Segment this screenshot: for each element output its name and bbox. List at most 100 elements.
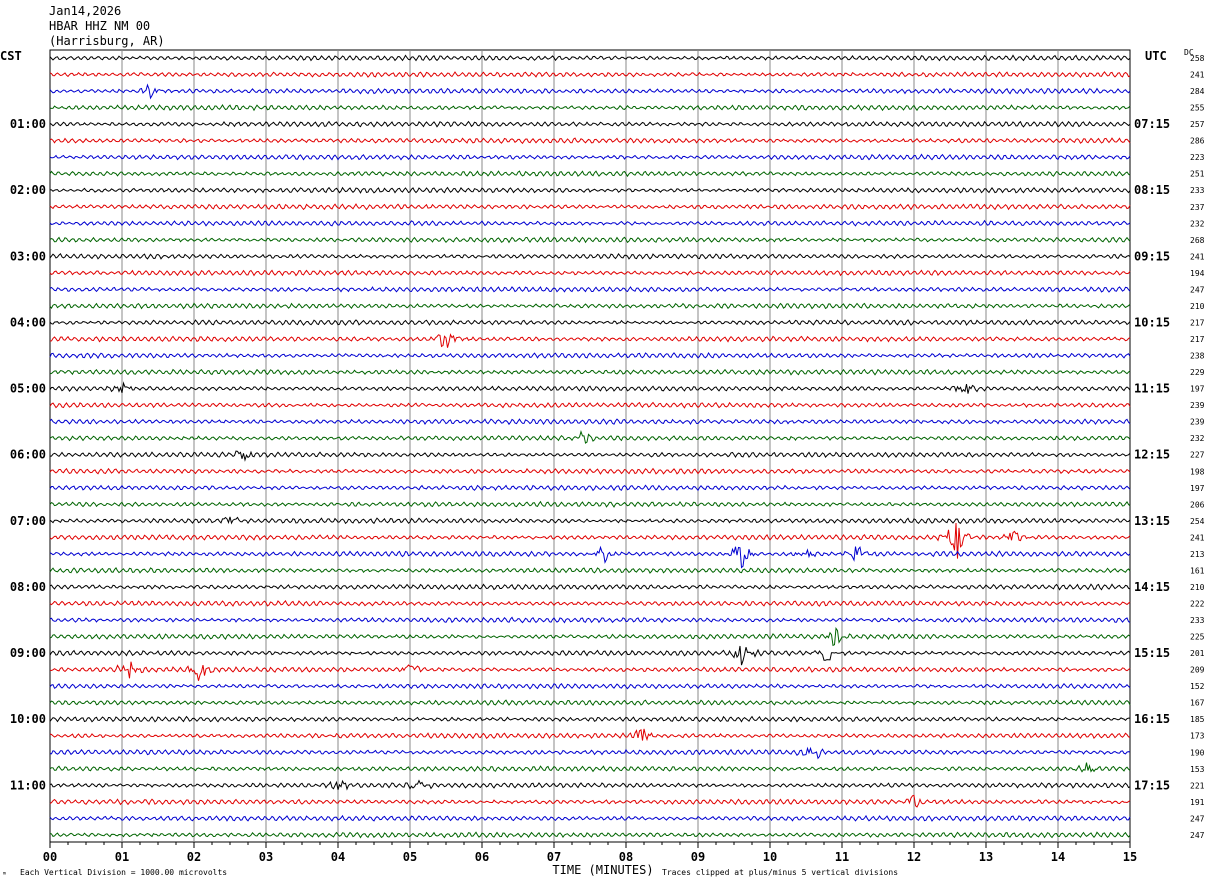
seismic-trace [49,137,1131,145]
seismic-trace [49,661,1131,681]
dc-offset-label: 194 [1190,269,1205,278]
seismic-trace [49,302,1131,310]
seismic-trace [50,450,1131,462]
seismic-trace [49,333,1131,348]
right-time-label: 17:15 [1134,778,1170,792]
seismic-trace [49,418,1131,426]
right-time-label: 14:15 [1134,580,1170,594]
dc-offset-label: 197 [1190,484,1205,493]
seismic-trace [49,401,1131,409]
left-time-label: 06:00 [10,448,46,462]
x-tick-label: 15 [1123,850,1137,864]
dc-offset-label: 268 [1190,236,1205,245]
dc-offset-label: 251 [1190,170,1205,179]
dc-offset-label: 217 [1190,318,1205,327]
plot-frame [49,49,1131,843]
x-tick-label: 12 [907,850,921,864]
dc-offset-label: 238 [1190,352,1205,361]
dc-offset-label: 286 [1190,137,1205,146]
x-tick-label: 06 [475,850,489,864]
dc-offset-label: 258 [1190,54,1205,63]
seismic-trace [49,522,1131,559]
seismic-trace [49,762,1131,773]
seismic-trace [49,430,1131,444]
header-date: Jan14,2026 [49,4,122,18]
seismic-trace [49,794,1131,808]
seismic-trace [49,153,1131,161]
dc-offset-label: 167 [1190,699,1205,708]
left-time-label: 09:00 [10,646,46,660]
dc-offset-label: 241 [1190,252,1205,261]
seismic-trace [49,728,1131,742]
corner-mark: ᵐ [2,870,7,879]
dc-offset-label: 237 [1190,203,1205,212]
x-tick-label: 11 [835,850,849,864]
dc-offset-label: 239 [1190,418,1205,427]
right-time-label: 13:15 [1134,514,1170,528]
right-timezone-label: UTC [1145,49,1167,63]
seismic-trace [49,715,1130,723]
right-time-label: 15:15 [1134,646,1170,660]
dc-offset-label: 201 [1190,649,1205,658]
seismic-trace [49,500,1131,508]
dc-offset-label: 222 [1190,599,1205,608]
right-time-label: 08:15 [1134,183,1170,197]
left-time-label: 05:00 [10,382,46,396]
seismic-trace [49,71,1131,78]
seismic-trace [49,567,1131,574]
dc-offset-label: 247 [1190,285,1205,294]
dc-offset-label: 153 [1190,765,1205,774]
dc-offset-label: 229 [1190,368,1205,377]
clip-note: Traces clipped at plus/minus 5 vertical … [662,868,898,877]
dc-offset-label: 257 [1190,120,1205,129]
dc-offset-label: 198 [1190,467,1205,476]
left-time-label: 04:00 [10,315,46,329]
dc-offset-label: 247 [1190,831,1205,840]
dc-offset-label: 227 [1190,451,1205,460]
left-time-label: 10:00 [10,712,46,726]
dc-offset-label: 233 [1190,616,1205,625]
seismic-trace [49,467,1131,475]
dc-offset-label: 233 [1190,186,1205,195]
seismic-trace [49,682,1131,690]
seismic-trace [49,236,1131,244]
x-tick-label: 02 [187,850,201,864]
left-time-label: 03:00 [10,249,46,263]
seismic-trace [49,120,1131,128]
seismic-trace [49,381,1131,394]
seismic-trace [49,583,1131,591]
x-axis-label: TIME (MINUTES) [552,863,653,877]
dc-offset-label: 152 [1190,682,1205,691]
left-time-label: 02:00 [10,183,46,197]
seismic-trace [49,269,1131,277]
dc-offset-label: 221 [1190,781,1205,790]
seismic-trace [49,600,1131,607]
seismic-trace [49,352,1131,360]
seismic-trace [49,286,1131,293]
right-time-label: 16:15 [1134,712,1170,726]
seismic-trace [49,368,1131,376]
dc-offset-label: 206 [1190,500,1205,509]
dc-offset-label: 223 [1190,153,1205,162]
seismic-trace [49,814,1131,822]
seismic-trace [49,83,1131,100]
seismic-trace [49,203,1131,211]
seismic-trace [49,626,1131,647]
dc-offset-label: 191 [1190,798,1205,807]
x-tick-label: 08 [619,850,633,864]
dc-offset-label: 239 [1190,401,1205,410]
left-time-label: 01:00 [10,117,46,131]
seismic-trace [49,645,1131,666]
dc-offset-label: 197 [1190,385,1205,394]
scale-note: Each Vertical Division = 1000.00 microvo… [20,868,227,877]
right-time-label: 11:15 [1134,382,1170,396]
header-station: HBAR HHZ NM 00 [49,19,151,33]
seismic-trace [49,319,1131,326]
dc-offset-label: 190 [1190,748,1205,757]
right-time-label: 09:15 [1134,249,1170,263]
dc-offset-label: 254 [1190,517,1205,526]
x-tick-label: 03 [259,850,273,864]
x-tick-label: 04 [331,850,345,864]
dc-offset-label: 213 [1190,550,1205,559]
